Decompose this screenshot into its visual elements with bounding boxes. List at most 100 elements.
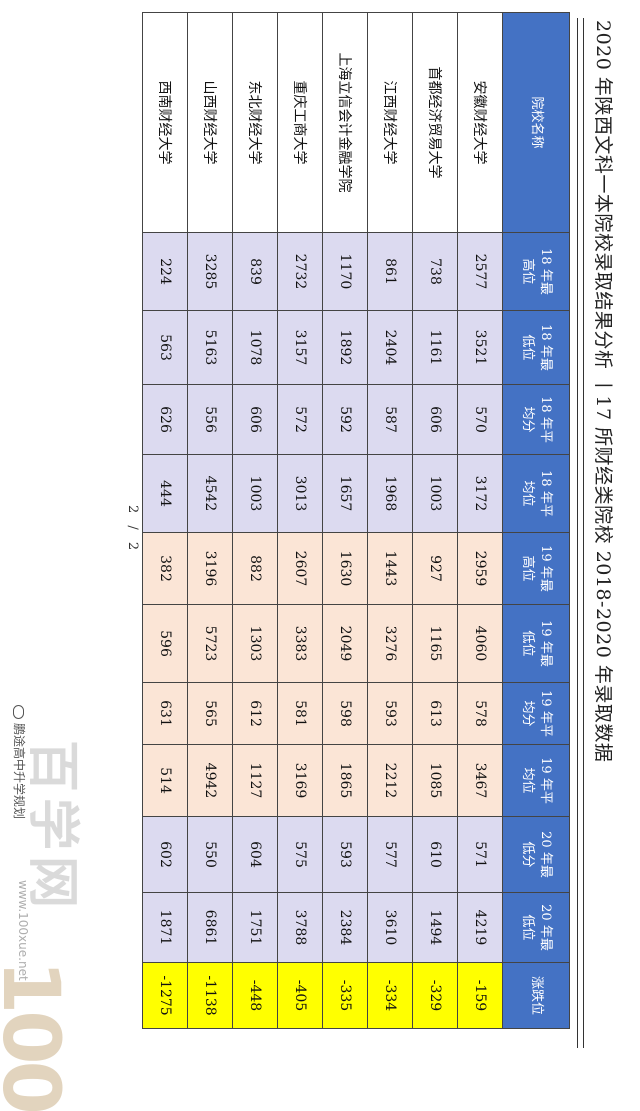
cell-rank20-low: 6861 xyxy=(187,892,233,963)
cell-rank18-low: 1892 xyxy=(322,310,368,385)
cell-score20-low: 577 xyxy=(367,816,413,893)
cell-rank18-low: 563 xyxy=(142,310,188,385)
cell-school-name: 重庆工商大学 xyxy=(277,12,323,233)
header-20-low-rank: 20 年最低位 xyxy=(502,892,570,963)
watermark-url: www.100xue.net xyxy=(16,880,30,981)
table-row: 安徽财经大学 2577 3521 570 3172 2959 4060 578 3467 571 4… xyxy=(457,12,503,1029)
cell-rank19-avg: 2212 xyxy=(367,744,413,817)
cell-rank19-avg: 1127 xyxy=(232,744,278,817)
table-row: 上海立信会计金融学院 1170 1892 592 1657 1630 2049 598 1865… xyxy=(322,12,368,1029)
cell-rank20-low: 1871 xyxy=(142,892,188,963)
cell-rank18-low: 5163 xyxy=(187,310,233,385)
header-20-low-score: 20 年最低分 xyxy=(502,816,570,893)
cell-rank19-avg: 1085 xyxy=(412,744,458,817)
cell-rank20-low: 4219 xyxy=(457,892,503,963)
cell-score20-low: 602 xyxy=(142,816,188,893)
table-row: 东北财经大学 839 1078 606 1003 882 1303 612 1127 604 175… xyxy=(232,12,278,1029)
cell-rank18-high: 2732 xyxy=(277,232,323,311)
cell-rank18-high: 3285 xyxy=(187,232,233,311)
table-row: 首都经济贸易大学 738 1161 606 1003 927 1165 613 1085 610 1… xyxy=(412,12,458,1029)
table-row: 西南财经大学 224 563 626 444 382 596 631 514 602 1871 -12… xyxy=(142,12,188,1029)
cell-rank19-high: 382 xyxy=(142,532,188,605)
watermark-brand: 百学网 xyxy=(22,740,82,915)
cell-rank18-avg: 3013 xyxy=(277,454,323,533)
title-rule-top xyxy=(583,18,584,1048)
cell-score18-avg: 592 xyxy=(322,384,368,455)
cell-score18-avg: 556 xyxy=(187,384,233,455)
cell-rank19-low: 1165 xyxy=(412,604,458,683)
title-rule-bottom xyxy=(577,18,578,1048)
cell-rank-change: -329 xyxy=(412,962,458,1029)
cell-rank19-low: 5723 xyxy=(187,604,233,683)
cell-rank18-avg: 3172 xyxy=(457,454,503,533)
cell-rank20-low: 2384 xyxy=(322,892,368,963)
cell-score19-avg: 613 xyxy=(412,682,458,745)
table-row: 重庆工商大学 2732 3157 572 3013 2607 3383 581 3169 575 3… xyxy=(277,12,323,1029)
cell-rank19-high: 3196 xyxy=(187,532,233,605)
cell-score20-low: 610 xyxy=(412,816,458,893)
cell-school-name: 东北财经大学 xyxy=(232,12,278,233)
table-row: 山西财经大学 3285 5163 556 4542 3196 5723 565 4942 550 6… xyxy=(187,12,233,1029)
cell-score19-avg: 578 xyxy=(457,682,503,745)
cell-score19-avg: 612 xyxy=(232,682,278,745)
table-header-row: 院校名称 18 年最高位 18 年最低位 18 年平均分 18 年平均位 19 … xyxy=(502,12,570,1029)
watermark-logo: 100 xyxy=(0,960,75,1111)
cell-rank20-low: 3788 xyxy=(277,892,323,963)
cell-school-name: 首都经济贸易大学 xyxy=(412,12,458,233)
cell-rank18-high: 861 xyxy=(367,232,413,311)
cell-rank18-avg: 1968 xyxy=(367,454,413,533)
wechat-account: 鹏途高中升学规划 xyxy=(12,723,26,820)
header-18-avg-score: 18 年平均分 xyxy=(502,384,570,455)
cell-school-name: 上海立信会计金融学院 xyxy=(322,12,368,233)
cell-rank18-high: 1170 xyxy=(322,232,368,311)
header-school: 院校名称 xyxy=(502,12,570,233)
cell-rank20-low: 1494 xyxy=(412,892,458,963)
cell-rank20-low: 3610 xyxy=(367,892,413,963)
cell-score19-avg: 581 xyxy=(277,682,323,745)
cell-rank-change: -1275 xyxy=(142,962,188,1029)
cell-rank18-avg: 4542 xyxy=(187,454,233,533)
cell-score19-avg: 565 xyxy=(187,682,233,745)
cell-rank18-avg: 444 xyxy=(142,454,188,533)
cell-rank18-high: 2577 xyxy=(457,232,503,311)
wechat-credit: 鹏途高中升学规划 xyxy=(11,705,28,819)
cell-score18-avg: 587 xyxy=(367,384,413,455)
wechat-icon xyxy=(13,705,24,719)
cell-rank-change: -1138 xyxy=(187,962,233,1029)
header-18-low-rank: 18 年最低位 xyxy=(502,310,570,385)
cell-rank19-low: 3383 xyxy=(277,604,323,683)
cell-score19-avg: 593 xyxy=(367,682,413,745)
cell-rank18-low: 1078 xyxy=(232,310,278,385)
cell-rank19-low: 2049 xyxy=(322,604,368,683)
cell-rank19-high: 2607 xyxy=(277,532,323,605)
cell-rank18-avg: 1003 xyxy=(412,454,458,533)
cell-rank18-low: 3521 xyxy=(457,310,503,385)
cell-school-name: 安徽财经大学 xyxy=(457,12,503,233)
cell-rank19-avg: 3169 xyxy=(277,744,323,817)
cell-rank19-high: 882 xyxy=(232,532,278,605)
cell-rank-change: -448 xyxy=(232,962,278,1029)
cell-rank20-low: 1751 xyxy=(232,892,278,963)
cell-score18-avg: 606 xyxy=(232,384,278,455)
rotated-page: 2020 年陕西文科一本院校录取结果分析 丨17 所财经类院校 2018-202… xyxy=(0,12,614,1111)
header-19-low-rank: 19 年最低位 xyxy=(502,604,570,683)
cell-rank19-avg: 4942 xyxy=(187,744,233,817)
page-number: 2 / 2 xyxy=(125,505,140,555)
cell-rank19-low: 3276 xyxy=(367,604,413,683)
cell-score20-low: 571 xyxy=(457,816,503,893)
cell-rank19-high: 1443 xyxy=(367,532,413,605)
cell-rank18-low: 1161 xyxy=(412,310,458,385)
cell-rank18-avg: 1657 xyxy=(322,454,368,533)
cell-rank18-high: 839 xyxy=(232,232,278,311)
cell-rank19-low: 4060 xyxy=(457,604,503,683)
table-row: 江西财经大学 861 2404 587 1968 1443 3276 593 2212 577 36… xyxy=(367,12,413,1029)
cell-rank-change: -334 xyxy=(367,962,413,1029)
cell-score18-avg: 626 xyxy=(142,384,188,455)
cell-rank18-high: 738 xyxy=(412,232,458,311)
cell-school-name: 山西财经大学 xyxy=(187,12,233,233)
header-change: 涨跌位 xyxy=(502,962,570,1029)
cell-rank18-low: 2404 xyxy=(367,310,413,385)
header-18-high-rank: 18 年最高位 xyxy=(502,232,570,311)
header-19-high-rank: 19 年最高位 xyxy=(502,532,570,605)
cell-rank19-low: 1303 xyxy=(232,604,278,683)
